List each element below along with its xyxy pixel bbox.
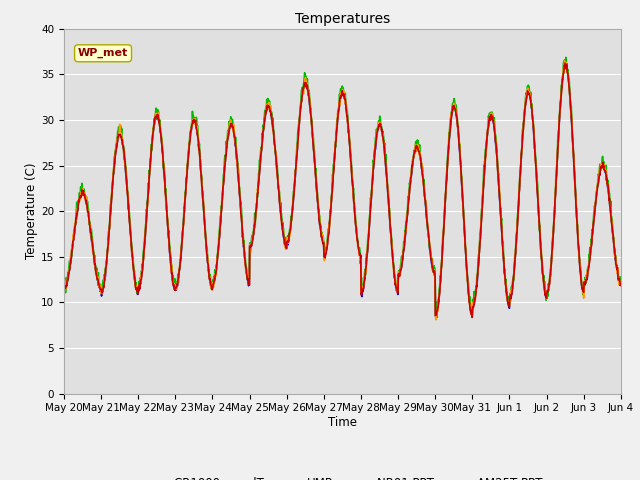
CR1000 panelT bbox=[60, 284, 68, 289]
HMP bbox=[184, 156, 191, 161]
Line: CR1000 panelT: CR1000 panelT bbox=[64, 63, 621, 317]
NR01 PRT bbox=[617, 274, 625, 280]
CR1000 panelT bbox=[502, 283, 509, 289]
HMP bbox=[432, 317, 440, 323]
CR1000 panelT bbox=[429, 264, 436, 270]
NR01 PRT bbox=[433, 314, 441, 320]
NR01 PRT bbox=[246, 242, 254, 248]
X-axis label: Time: Time bbox=[328, 416, 357, 429]
Y-axis label: Temperature (C): Temperature (C) bbox=[25, 163, 38, 260]
AM25T PRT bbox=[502, 284, 509, 290]
NR01 PRT bbox=[429, 264, 436, 270]
HMP bbox=[561, 58, 568, 64]
AM25T PRT bbox=[184, 160, 191, 166]
Title: Temperatures: Temperatures bbox=[295, 12, 390, 26]
AM25T PRT bbox=[170, 286, 178, 292]
AM25T PRT bbox=[429, 268, 436, 274]
HMP bbox=[429, 265, 436, 271]
CR1000 panelT bbox=[617, 282, 625, 288]
HMP bbox=[170, 283, 178, 288]
HMP bbox=[502, 281, 509, 287]
CR1000 panelT bbox=[246, 243, 254, 249]
Text: WP_met: WP_met bbox=[78, 48, 128, 59]
CR1000 panelT bbox=[561, 60, 569, 66]
CR1000 panelT bbox=[184, 158, 191, 164]
HMP bbox=[617, 281, 625, 287]
Line: AM25T PRT: AM25T PRT bbox=[64, 65, 621, 317]
CR1000 panelT bbox=[468, 314, 476, 320]
NR01 PRT bbox=[184, 159, 191, 165]
AM25T PRT bbox=[60, 287, 68, 292]
HMP bbox=[60, 291, 68, 297]
HMP bbox=[551, 199, 559, 205]
NR01 PRT bbox=[170, 280, 178, 286]
Line: HMP: HMP bbox=[64, 61, 621, 320]
NR01 PRT bbox=[551, 197, 559, 203]
CR1000 panelT bbox=[551, 198, 559, 204]
AM25T PRT bbox=[617, 282, 625, 288]
NR01 PRT bbox=[502, 276, 509, 282]
HMP bbox=[246, 241, 254, 247]
AM25T PRT bbox=[561, 62, 568, 68]
Line: NR01 PRT: NR01 PRT bbox=[64, 57, 621, 317]
NR01 PRT bbox=[60, 276, 68, 281]
NR01 PRT bbox=[562, 54, 570, 60]
CR1000 panelT bbox=[170, 284, 178, 290]
Legend: CR1000 panelT, HMP, NR01 PRT, AM25T PRT: CR1000 panelT, HMP, NR01 PRT, AM25T PRT bbox=[137, 472, 548, 480]
AM25T PRT bbox=[432, 314, 440, 320]
AM25T PRT bbox=[551, 197, 559, 203]
AM25T PRT bbox=[246, 245, 254, 251]
